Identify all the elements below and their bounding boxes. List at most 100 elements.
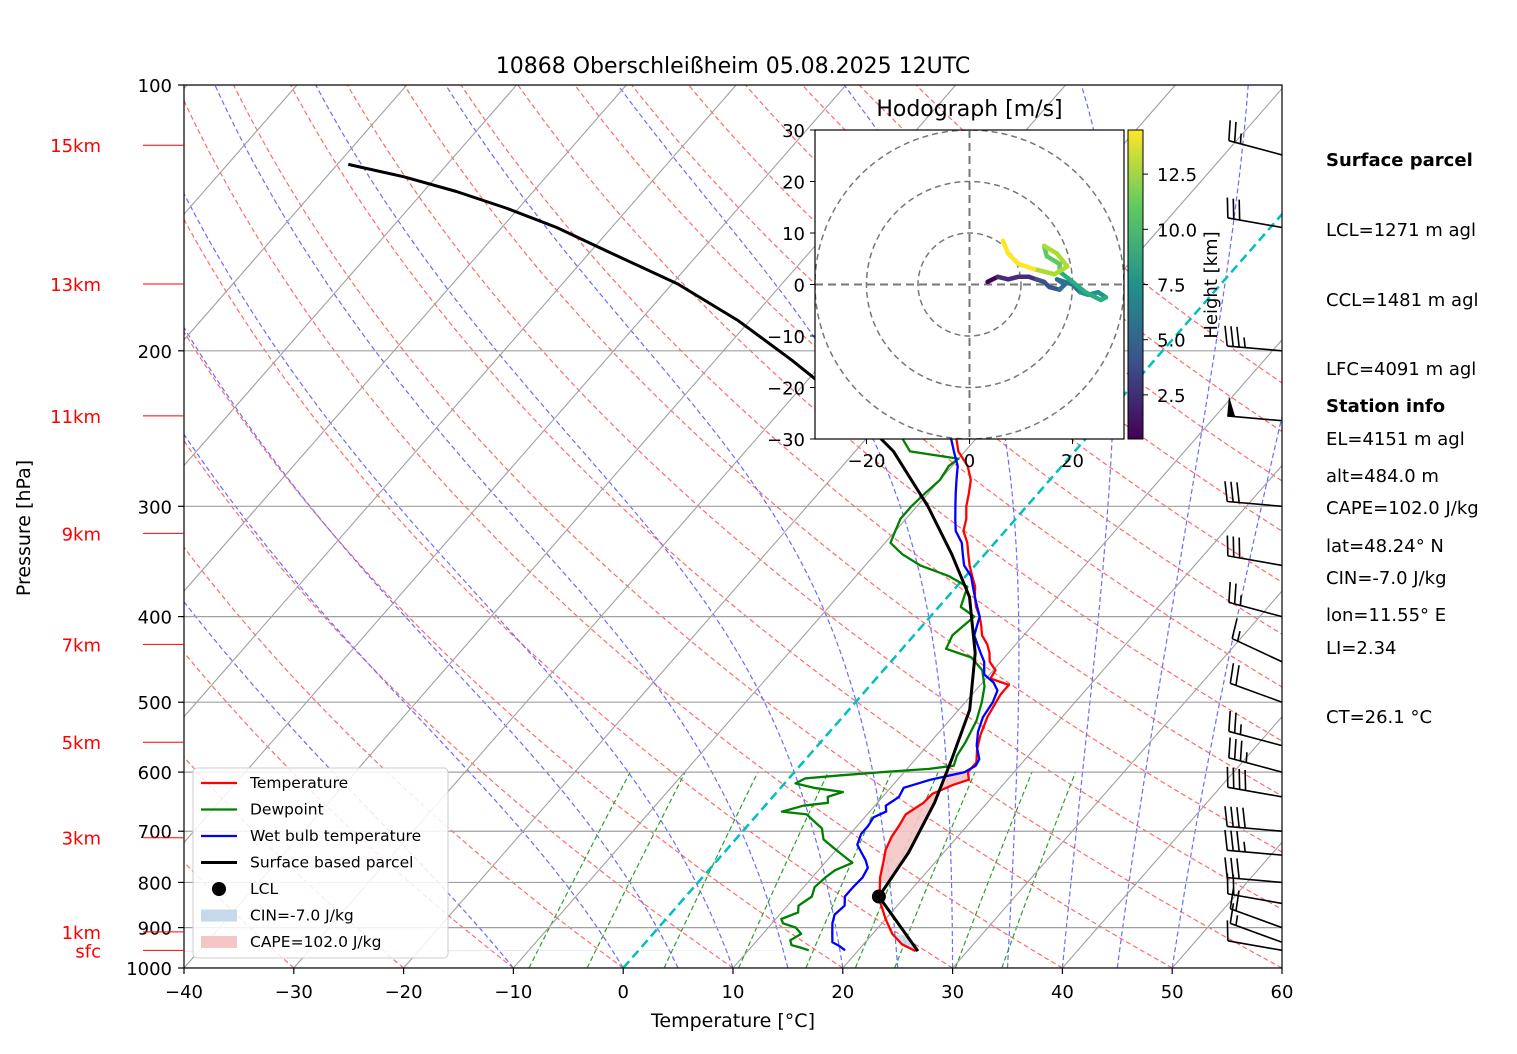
- legend-label: Wet bulb temperature: [250, 827, 421, 845]
- wind-barb-staff: [1227, 217, 1283, 229]
- height-label: 11km: [50, 407, 101, 428]
- wind-barb: [1224, 325, 1283, 352]
- wind-barb-staff: [1227, 825, 1283, 833]
- hodograph-segment: [1016, 261, 1037, 272]
- hodograph-segment: [1000, 238, 1011, 256]
- dry-adiabat: [184, 99, 1063, 968]
- x-tick-label: −10: [494, 982, 532, 1003]
- mixing-ratio-line: [528, 771, 631, 968]
- x-tick-label: 50: [1161, 982, 1184, 1003]
- y-axis-label: Pressure [hPa]: [13, 460, 35, 596]
- legend-label: Temperature: [249, 774, 348, 792]
- isotherm-line: [1061, 715, 1282, 968]
- hodograph-ring: [917, 232, 1022, 337]
- dry-adiabat: [289, 85, 1282, 968]
- wind-barb-flag: [1230, 326, 1234, 347]
- hodograph-segment: [1070, 279, 1088, 295]
- wind-barb-half-flag: [1235, 915, 1239, 926]
- surface-parcel-line: CAPE=102.0 J/kg: [1326, 498, 1479, 520]
- wind-barb-flag: [1230, 830, 1234, 851]
- wind-barb: [1228, 711, 1283, 747]
- cape-area: [879, 772, 969, 883]
- wind-barb-flag: [1224, 481, 1229, 502]
- station-info-line: lat=48.24° N: [1326, 535, 1444, 557]
- wind-barb: [1226, 197, 1283, 229]
- dry-adiabat: [631, 85, 1282, 635]
- wind-barb: [1224, 857, 1283, 884]
- wind-barb: [1226, 535, 1283, 567]
- hodograph-x-tick-label: 0: [964, 451, 975, 472]
- isotherm-line: [184, 85, 847, 844]
- wind-barb-staff: [1227, 555, 1283, 567]
- cape-cin-fill: [184, 772, 969, 952]
- moist-adiabat: [1171, 414, 1282, 968]
- height-label: 13km: [50, 275, 101, 296]
- hodograph-y-tick-label: −10: [767, 327, 805, 348]
- y-tick-label: 600: [138, 763, 172, 784]
- wind-barb-flag: [1229, 903, 1235, 924]
- wind-barb-flag: [1224, 806, 1229, 827]
- y-tick-label: 800: [138, 873, 172, 894]
- legend-swatch: [201, 936, 237, 948]
- legend-label: Dewpoint: [250, 801, 324, 819]
- wind-barb-flag: [1235, 665, 1240, 686]
- mixing-ratio-line: [586, 771, 686, 968]
- wind-barb: [1229, 903, 1283, 943]
- hodograph-area: [815, 130, 1124, 439]
- wind-barb-staff: [1227, 500, 1283, 508]
- legend-label: LCL: [250, 880, 278, 898]
- wind-barb-flag: [1230, 806, 1234, 828]
- surface-parcel-line: LFC=4091 m agl: [1326, 359, 1477, 381]
- isotherm-line: [512, 87, 1282, 968]
- isotherm-line: [184, 85, 737, 718]
- wind-barb: [1228, 120, 1283, 156]
- wind-barb-flag: [1230, 481, 1234, 503]
- hodograph-x-tick-label: −20: [848, 451, 886, 472]
- height-label: 15km: [50, 136, 101, 157]
- wind-barb-flag: [1224, 325, 1229, 347]
- hodograph-y-tick-label: 20: [782, 173, 805, 194]
- wind-barb-staff: [1228, 139, 1283, 156]
- surface-parcel-line: CCL=1481 m agl: [1326, 289, 1479, 311]
- wind-barb-flag: [1224, 857, 1229, 878]
- wind-barb-staff: [1230, 908, 1283, 929]
- wind-barb-flag: [1231, 618, 1238, 639]
- station-info-header: Station info: [1326, 396, 1446, 418]
- surface-parcel-header: Surface parcel: [1326, 150, 1473, 172]
- wind-barb-half-flag: [1239, 724, 1242, 735]
- legend-swatch: [212, 882, 226, 896]
- hodograph-segment: [1083, 289, 1104, 303]
- colorbar-tick-label: 5.0: [1157, 331, 1186, 352]
- moist-adiabat: [184, 433, 624, 968]
- wind-barb-staff: [1227, 415, 1283, 422]
- legend-label: CAPE=102.0 J/kg: [250, 933, 381, 951]
- moist-adiabat: [445, 85, 899, 968]
- station-info-line: lon=11.55° E: [1326, 605, 1447, 627]
- wind-barb-staff: [1228, 757, 1283, 773]
- wind-barb-half-flag: [1239, 133, 1242, 144]
- hodograph-segment: [1031, 266, 1057, 277]
- wind-barb: [1226, 766, 1283, 798]
- dry-adiabat: [346, 85, 1282, 911]
- wind-barb: [1227, 396, 1283, 422]
- wind-barb-staff: [1227, 893, 1283, 905]
- wind-barb-flag: [1228, 711, 1231, 732]
- wind-barb-flag: [1233, 583, 1237, 604]
- legend: Temperature Dewpoint Wet bulb temperature S…: [192, 767, 449, 959]
- wind-barb-half-flag: [1243, 841, 1246, 852]
- isotherm-line: [184, 85, 408, 341]
- hodograph-y-tick-label: 0: [794, 276, 805, 297]
- background-lines: [184, 85, 1282, 968]
- surface-parcel-line: CT=26.1 °C: [1326, 707, 1433, 729]
- wind-barb-half-flag: [1236, 630, 1241, 642]
- wind-barb: [1228, 737, 1283, 773]
- hodograph-title: Hodograph [m/s]: [876, 97, 1062, 122]
- surface-parcel-line: EL=4151 m agl: [1326, 428, 1465, 450]
- wind-barb-half-flag: [1239, 595, 1242, 606]
- hodograph-segment: [1044, 253, 1062, 267]
- hodograph: Hodograph [m/s] −20 0 20 30 20 10 0 −10 −20 −30 2.5…: [767, 97, 1222, 472]
- y-tick-label: 500: [138, 693, 172, 714]
- hodograph-segment: [1005, 251, 1021, 267]
- wind-barb-flag: [1242, 807, 1246, 829]
